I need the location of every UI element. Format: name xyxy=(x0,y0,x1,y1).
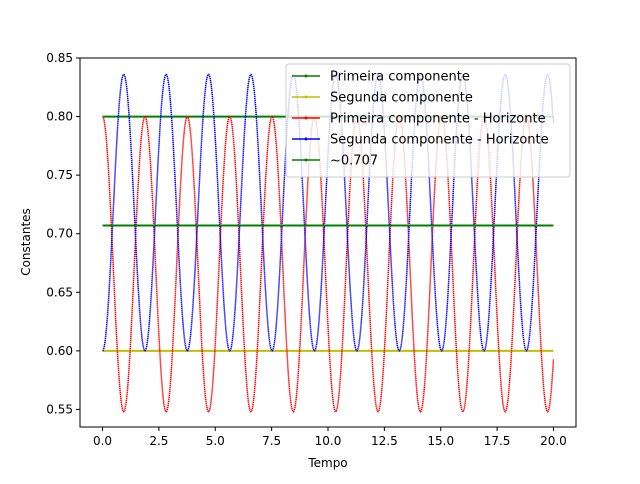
x-tick-label: 2.5 xyxy=(149,434,168,448)
x-tick-label: 7.5 xyxy=(262,434,281,448)
y-tick-label: 0.55 xyxy=(46,402,73,416)
legend-label: Primeira componente - Horizonte xyxy=(330,112,546,127)
y-tick-label: 0.60 xyxy=(46,344,73,358)
y-tick-label: 0.80 xyxy=(46,110,73,124)
legend-box xyxy=(285,63,571,178)
series-line-3 xyxy=(102,115,555,413)
series-line-4 xyxy=(102,73,555,352)
x-axis-label: Tempo xyxy=(307,456,347,470)
x-tick-label: 20.0 xyxy=(540,434,567,448)
x-tick-label: 12.5 xyxy=(371,434,398,448)
legend-marker xyxy=(304,137,308,141)
legend-label: Segunda componente xyxy=(330,91,473,106)
y-tick-label: 0.70 xyxy=(46,227,73,241)
y-tick-label: 0.85 xyxy=(46,51,73,65)
legend-label: Segunda componente - Horizonte xyxy=(330,133,549,148)
legend-marker xyxy=(304,116,308,120)
x-tick-label: 0.0 xyxy=(93,434,112,448)
legend-marker xyxy=(304,158,308,162)
legend-label: ~0.707 xyxy=(330,154,378,169)
x-axis-ticks: 0.0 2.5 5.0 7.5 10.0 12.5 15.0 17.5 20.0 xyxy=(93,427,567,448)
y-axis-label: Constantes xyxy=(19,208,33,276)
x-tick-label: 5.0 xyxy=(206,434,225,448)
legend-marker xyxy=(304,95,308,99)
y-tick-label: 0.65 xyxy=(46,285,73,299)
x-tick-label: 10.0 xyxy=(315,434,342,448)
x-tick-label: 17.5 xyxy=(484,434,511,448)
legend-marker xyxy=(304,74,308,78)
y-tick-label: 0.75 xyxy=(46,168,73,182)
legend-label: Primeira componente xyxy=(330,70,470,85)
y-axis-ticks: 0.55 0.60 0.65 0.70 0.75 0.80 0.85 xyxy=(46,51,80,416)
legend: Primeira componente Segunda componente Pri… xyxy=(285,63,571,178)
x-tick-label: 15.0 xyxy=(427,434,454,448)
